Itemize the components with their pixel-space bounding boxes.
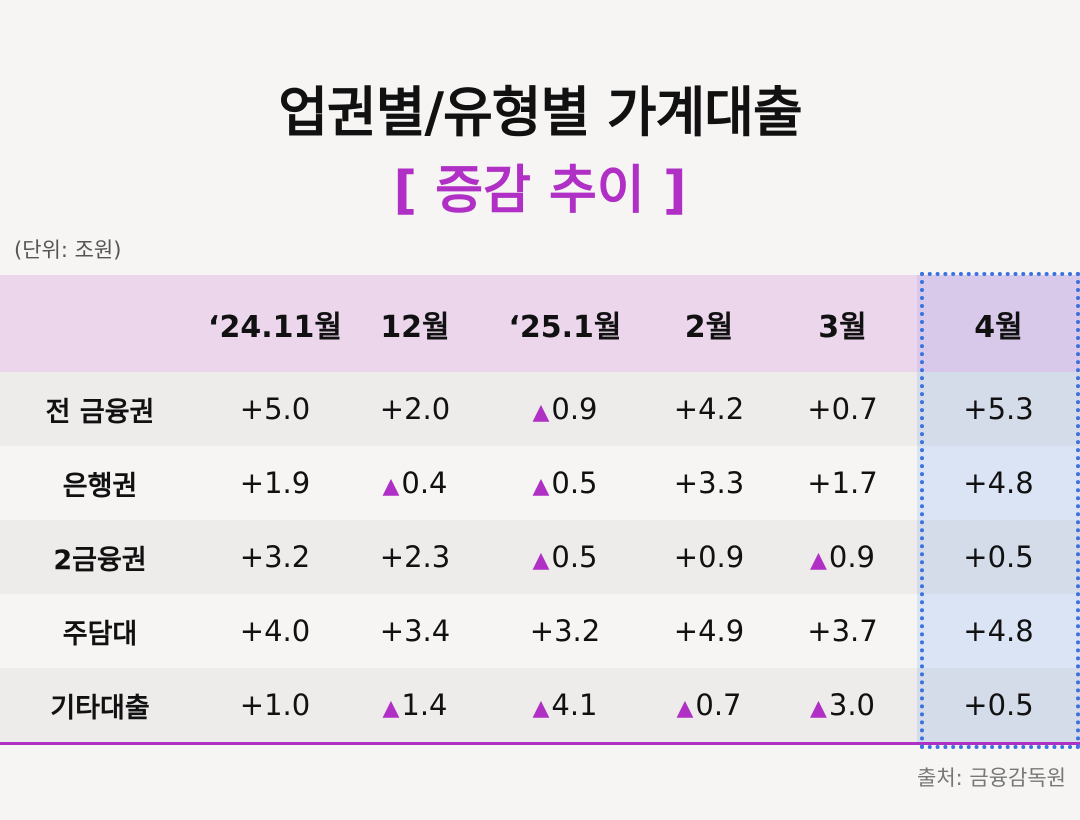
table-body: 전 금융권 +5.0 +2.0 ▲0.9 +4.2 +0.7 +5.3 은행권 +1.9 ▲0.4… bbox=[0, 372, 1080, 744]
value-cell: +4.9 bbox=[650, 594, 768, 668]
value-cell: +4.2 bbox=[650, 372, 768, 446]
value-cell: ▲1.4 bbox=[350, 668, 480, 744]
value-cell: ▲3.0 bbox=[768, 668, 917, 744]
value-cell: +5.3 bbox=[917, 372, 1080, 446]
column-header: ‘24.11월 bbox=[200, 275, 350, 372]
value-cell: ▲0.9 bbox=[768, 520, 917, 594]
header-row: ‘24.11월 12월 ‘25.1월 2월 3월 4월 bbox=[0, 275, 1080, 372]
value-cell: +3.3 bbox=[650, 446, 768, 520]
table-row: 은행권 +1.9 ▲0.4 ▲0.5 +3.3 +1.7 +4.8 bbox=[0, 446, 1080, 520]
value-cell: +0.9 bbox=[650, 520, 768, 594]
value-cell: +0.5 bbox=[917, 668, 1080, 744]
row-label: 2금융권 bbox=[0, 520, 200, 594]
table-header: ‘24.11월 12월 ‘25.1월 2월 3월 4월 bbox=[0, 275, 1080, 372]
title: 업권별/유형별 가계대출 bbox=[278, 81, 802, 144]
value-cell: +0.5 bbox=[917, 520, 1080, 594]
highlight-frame bbox=[920, 272, 1080, 749]
unit-note: (단위: 조원) bbox=[14, 238, 122, 262]
value-cell: +4.0 bbox=[200, 594, 350, 668]
column-header: 2월 bbox=[650, 275, 768, 372]
value-cell: +2.3 bbox=[350, 520, 480, 594]
row-label: 전 금융권 bbox=[0, 372, 200, 446]
value-cell: ▲4.1 bbox=[480, 668, 650, 744]
value-cell: +5.0 bbox=[200, 372, 350, 446]
table-row: 주담대 +4.0 +3.4 +3.2 +4.9 +3.7 +4.8 bbox=[0, 594, 1080, 668]
row-label: 은행권 bbox=[0, 446, 200, 520]
column-header: 12월 bbox=[350, 275, 480, 372]
value-cell: +1.9 bbox=[200, 446, 350, 520]
table-row: 전 금융권 +5.0 +2.0 ▲0.9 +4.2 +0.7 +5.3 bbox=[0, 372, 1080, 446]
value-cell: +1.0 bbox=[200, 668, 350, 744]
table-row: 기타대출 +1.0 ▲1.4 ▲4.1 ▲0.7 ▲3.0 +0.5 bbox=[0, 668, 1080, 744]
row-label: 기타대출 bbox=[0, 668, 200, 744]
value-cell: +0.7 bbox=[768, 372, 917, 446]
subtitle: [ 증감 추이 ] bbox=[393, 161, 687, 221]
value-cell: +3.2 bbox=[200, 520, 350, 594]
column-header: ‘25.1월 bbox=[480, 275, 650, 372]
value-cell: +4.8 bbox=[917, 594, 1080, 668]
value-cell: ▲0.7 bbox=[650, 668, 768, 744]
value-cell: +2.0 bbox=[350, 372, 480, 446]
column-header: 3월 bbox=[768, 275, 917, 372]
column-header: 4월 bbox=[917, 275, 1080, 372]
source: 출처: 금융감독원 bbox=[917, 766, 1066, 790]
table-row: 2금융권 +3.2 +2.3 ▲0.5 +0.9 ▲0.9 +0.5 bbox=[0, 520, 1080, 594]
value-cell: ▲0.9 bbox=[480, 372, 650, 446]
value-cell: +3.2 bbox=[480, 594, 650, 668]
value-cell: +4.8 bbox=[917, 446, 1080, 520]
value-cell: +3.4 bbox=[350, 594, 480, 668]
data-table: ‘24.11월 12월 ‘25.1월 2월 3월 4월 전 금융권 +5.0 +2.0 ▲0.9… bbox=[0, 275, 1080, 745]
value-cell: +3.7 bbox=[768, 594, 917, 668]
value-cell: ▲0.5 bbox=[480, 446, 650, 520]
value-cell: ▲0.5 bbox=[480, 520, 650, 594]
corner-cell bbox=[0, 275, 200, 372]
value-cell: +1.7 bbox=[768, 446, 917, 520]
row-label: 주담대 bbox=[0, 594, 200, 668]
value-cell: ▲0.4 bbox=[350, 446, 480, 520]
